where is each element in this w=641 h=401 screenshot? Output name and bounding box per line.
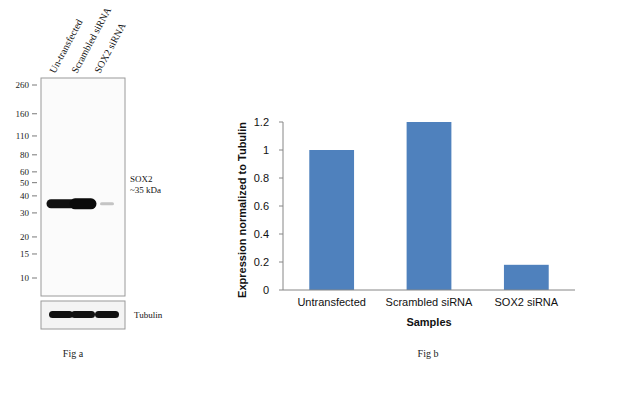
x-axis <box>283 290 575 291</box>
ladder-tick <box>32 85 37 86</box>
tubulin-band <box>71 311 95 318</box>
y-tick-label: 1 <box>263 144 269 156</box>
y-tick <box>279 206 283 207</box>
ladder-tick <box>32 236 37 237</box>
bar-chart: 0 0.2 0.4 0.6 0.8 1 1.2 Untransfected Scrambled … <box>236 116 575 359</box>
ladder-tick <box>32 113 37 114</box>
y-tick-label: 0.4 <box>254 228 269 240</box>
y-tick-label: 0 <box>263 284 269 296</box>
ladder-tick <box>32 135 37 136</box>
bar <box>407 122 452 290</box>
protein-band <box>70 198 97 209</box>
y-tick-label: 1.2 <box>254 116 269 128</box>
bar <box>504 265 549 290</box>
ladder-label: 160 <box>16 109 30 119</box>
y-tick-label: 0.6 <box>254 200 269 212</box>
background <box>0 0 641 401</box>
loading-control-membrane <box>41 301 125 329</box>
protein-band <box>100 202 114 205</box>
ladder-label: 80 <box>20 150 30 160</box>
y-tick <box>279 178 283 179</box>
tubulin-band <box>95 311 119 318</box>
ladder-tick <box>32 253 37 254</box>
ladder-label: 50 <box>20 178 30 188</box>
ladder-tick <box>32 154 37 155</box>
ladder-tick <box>32 195 37 196</box>
lane-label: SOX2 siRNA <box>92 20 128 75</box>
band-size-label: ~35 kDa <box>130 185 161 195</box>
ladder-tick <box>32 278 37 279</box>
ladder-label: 40 <box>20 191 30 201</box>
ladder-tick <box>32 171 37 172</box>
ladder-label: 110 <box>16 131 30 141</box>
y-tick-label: 0.8 <box>254 172 269 184</box>
x-tick-label: SOX2 siRNA <box>495 296 559 308</box>
y-axis-label: Expression normalized to Tubulin <box>236 122 248 298</box>
x-tick-label: Scrambled siRNA <box>386 296 473 308</box>
ladder-label: 20 <box>20 232 30 242</box>
y-tick <box>279 150 283 151</box>
ladder-label: 15 <box>20 249 30 259</box>
blot-membrane <box>41 78 125 296</box>
y-tick <box>279 290 283 291</box>
ladder-label: 30 <box>20 208 30 218</box>
blot-panel: 2601601108060504030201510Un-transfectedS… <box>16 5 163 359</box>
ladder-label: 260 <box>16 80 30 90</box>
x-tick-label: Untransfected <box>297 296 365 308</box>
ladder-label: 10 <box>20 273 30 283</box>
y-tick <box>279 234 283 235</box>
y-tick-label: 0.2 <box>254 256 269 268</box>
caption: Fig a <box>63 348 84 359</box>
band-label: SOX2 <box>130 174 153 184</box>
y-tick <box>279 122 283 123</box>
tubulin-band <box>49 311 73 318</box>
bar <box>309 150 354 290</box>
figure: 2601601108060504030201510Un-transfectedS… <box>0 0 641 401</box>
ladder-tick <box>32 212 37 213</box>
x-axis-label: Samples <box>406 316 451 328</box>
ladder-label: 60 <box>20 167 30 177</box>
ladder-tick <box>32 182 37 183</box>
loading-control-label: Tubulin <box>134 310 163 320</box>
bars <box>309 122 548 290</box>
caption: Fig b <box>418 348 439 359</box>
y-tick <box>279 262 283 263</box>
